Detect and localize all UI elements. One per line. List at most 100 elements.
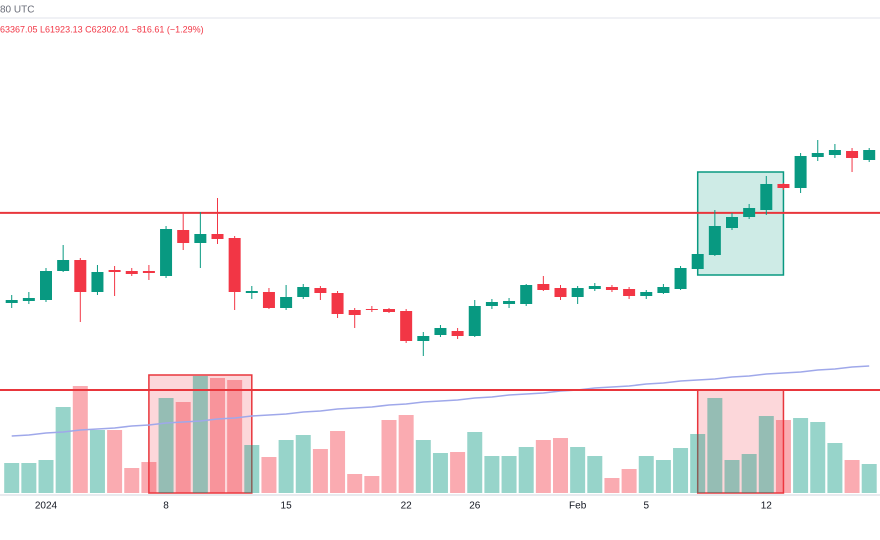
candle-body	[743, 208, 756, 217]
candle-body	[400, 311, 413, 341]
volume-bar	[450, 452, 466, 493]
candle-body	[657, 287, 670, 293]
candle-body	[314, 288, 327, 293]
x-tick-label: 22	[401, 501, 413, 512]
volume-bar	[621, 469, 637, 493]
volume-bar	[758, 416, 774, 493]
volume-bar	[553, 438, 568, 493]
candle-body	[794, 156, 807, 188]
candle-body	[828, 150, 841, 155]
volume-bar	[501, 456, 517, 493]
candle-body	[434, 328, 447, 335]
candle-body	[571, 288, 584, 297]
volume-zone	[148, 374, 253, 494]
volume-bar	[827, 443, 843, 493]
volume-bar	[210, 378, 225, 493]
volume-bar	[673, 448, 689, 493]
volume-bar	[638, 456, 654, 493]
candle-body	[760, 184, 773, 210]
candle-body	[691, 254, 704, 269]
candle-body	[537, 284, 550, 290]
volume-bar	[775, 420, 791, 493]
candle-body	[468, 306, 481, 336]
volume-bar	[141, 462, 157, 493]
volume-bar	[55, 407, 71, 493]
x-tick-label: 12	[761, 501, 773, 512]
candle-body	[57, 260, 70, 271]
candle-body	[726, 217, 738, 228]
candle-body	[297, 287, 310, 297]
candle-body	[365, 309, 378, 310]
volume-bar	[330, 431, 346, 493]
candle-body	[331, 293, 344, 314]
volume-bar	[467, 432, 483, 493]
volume-bar	[535, 440, 551, 493]
volume-bar	[364, 476, 380, 493]
volume-bar	[381, 420, 397, 493]
volume-bar	[107, 430, 123, 493]
volume-bar	[484, 456, 500, 493]
candle-body	[588, 286, 601, 289]
volume-bar	[793, 418, 809, 493]
candle-body	[228, 238, 241, 292]
volume-bar	[570, 447, 586, 493]
candle-body	[125, 271, 138, 274]
candle-body	[40, 271, 52, 300]
volume-bar	[861, 464, 877, 493]
volume-bar	[21, 463, 37, 493]
volume-bar	[844, 460, 860, 493]
candle-body	[863, 150, 876, 160]
candle-body	[485, 302, 498, 306]
volume-bar	[604, 478, 620, 493]
volume-bar	[244, 445, 260, 493]
candle-body	[160, 229, 173, 276]
x-tick-label: 15	[281, 501, 293, 512]
volume-bar	[347, 474, 363, 493]
candle-body	[383, 309, 395, 312]
volume-bar	[724, 460, 740, 493]
candle-body	[177, 230, 190, 243]
volume-bar	[192, 376, 208, 493]
volume-bar	[398, 415, 414, 493]
candle-body	[108, 270, 121, 272]
volume-bar	[432, 453, 448, 493]
candle-body	[245, 291, 258, 293]
volume-bar	[518, 447, 534, 493]
candle-body	[211, 234, 224, 239]
volume-bar	[690, 434, 706, 493]
volume-bar	[312, 449, 328, 493]
candle-body	[674, 268, 687, 289]
candle-body	[22, 298, 35, 301]
x-tick-label: 5	[643, 501, 649, 512]
volume-bar	[810, 422, 826, 493]
x-tick-label: 2024	[35, 501, 58, 512]
volume-zone	[696, 389, 785, 494]
candle-body	[605, 287, 618, 290]
volume-bar	[415, 440, 431, 493]
volume-bar	[741, 454, 757, 493]
candle-body	[640, 292, 653, 296]
candle-body	[554, 288, 567, 297]
x-tick-label: 8	[163, 501, 169, 512]
x-tick-label: 26	[469, 501, 481, 512]
candle-body	[708, 226, 721, 255]
volume-bar	[72, 386, 88, 493]
volume-bar	[261, 457, 277, 493]
candle-body	[348, 310, 361, 315]
volume-bar	[124, 468, 140, 493]
candle-body	[262, 292, 275, 308]
volume-bar	[4, 463, 20, 493]
candle-body	[74, 260, 87, 292]
volume-bar	[707, 398, 723, 493]
volume-bar	[295, 435, 311, 493]
volume-bar	[227, 380, 243, 493]
volume-bar	[89, 430, 105, 493]
candle-body	[811, 153, 824, 157]
candle-body	[520, 285, 533, 304]
candle-body	[5, 300, 18, 303]
x-tick-label: Feb	[569, 501, 587, 512]
candle-body	[846, 151, 859, 158]
candle-body	[91, 272, 104, 292]
